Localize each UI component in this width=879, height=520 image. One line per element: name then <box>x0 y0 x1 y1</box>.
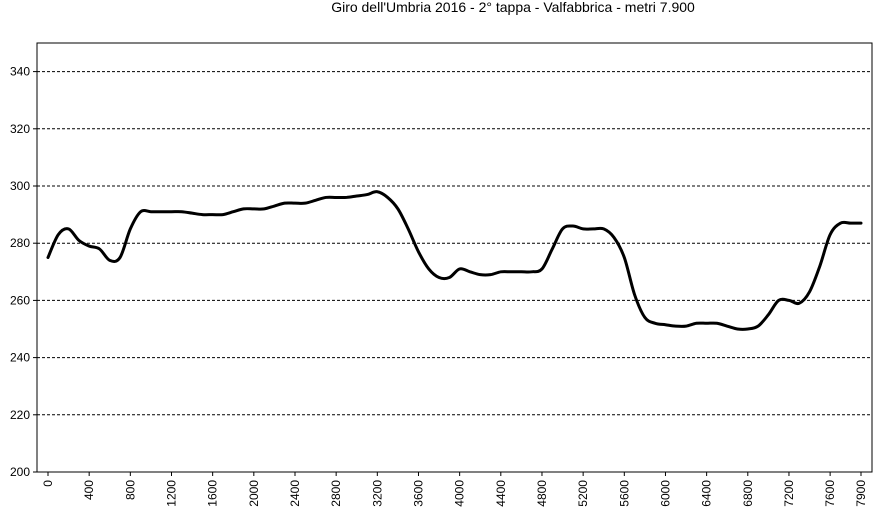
x-tick-label: 6400 <box>700 480 714 507</box>
x-tick-label: 5200 <box>576 480 590 507</box>
y-axis-ticks: 200 220 240 260 280 300 320 340 <box>10 65 37 479</box>
y-tick-label: 320 <box>10 122 30 136</box>
x-tick-label: 800 <box>123 480 137 500</box>
x-tick-label: 4400 <box>494 480 508 507</box>
y-tick-label: 220 <box>10 408 30 422</box>
x-tick-label: 7900 <box>854 480 868 507</box>
grid-lines <box>37 71 872 416</box>
y-tick-label: 200 <box>10 465 30 479</box>
x-tick-label: 400 <box>82 480 96 500</box>
x-axis-ticks: 0 400 800 1200 1600 2000 2400 2800 3200 3600 4000 4… <box>41 472 868 507</box>
x-tick-label: 4800 <box>535 480 549 507</box>
y-tick-label: 300 <box>10 179 30 193</box>
x-tick-label: 1200 <box>164 480 178 507</box>
plot-area-frame <box>36 42 873 473</box>
x-tick-label: 0 <box>41 480 55 487</box>
x-tick-label: 4000 <box>453 480 467 507</box>
x-tick-label: 7200 <box>782 480 796 507</box>
x-tick-label: 6800 <box>741 480 755 507</box>
x-tick-label: 3200 <box>370 480 384 507</box>
y-tick-label: 240 <box>10 351 30 365</box>
chart-title: Giro dell'Umbria 2016 - 2° tappa - Valfa… <box>331 0 695 15</box>
y-tick-label: 340 <box>10 65 30 79</box>
y-tick-label: 260 <box>10 293 30 307</box>
x-tick-label: 3600 <box>411 480 425 507</box>
x-tick-label: 5600 <box>617 480 631 507</box>
x-tick-label: 1600 <box>206 480 220 507</box>
x-tick-label: 2000 <box>247 480 261 507</box>
x-tick-label: 7600 <box>823 480 837 507</box>
x-tick-label: 2400 <box>288 480 302 507</box>
x-tick-label: 6000 <box>658 480 672 507</box>
x-tick-label: 2800 <box>329 480 343 507</box>
y-tick-label: 280 <box>10 236 30 250</box>
elevation-line <box>46 190 863 331</box>
